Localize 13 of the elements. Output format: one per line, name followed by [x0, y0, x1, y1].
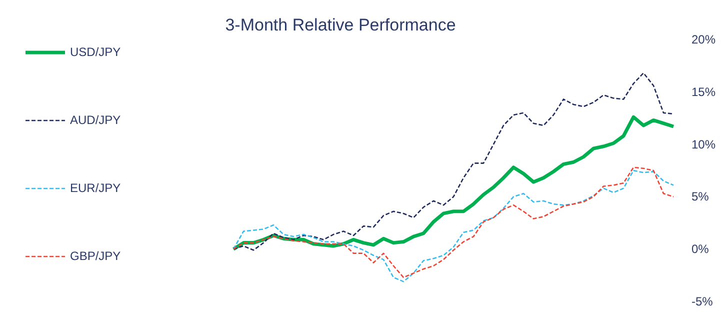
chart-title: 3-Month Relative Performance — [225, 16, 456, 34]
y-tick-label: 10% — [692, 137, 716, 152]
y-tick-label: 5% — [692, 190, 710, 204]
y-tick-label: 20% — [692, 32, 716, 46]
legend-label: AUD/JPY — [70, 113, 121, 127]
y-tick-label: 15% — [692, 84, 716, 99]
y-tick-label: 0% — [692, 242, 710, 256]
y-tick-label: -5% — [692, 294, 714, 308]
legend-label: USD/JPY — [70, 45, 121, 59]
legend-label: EUR/JPY — [70, 181, 121, 195]
line-series — [232, 115, 676, 251]
line-series — [232, 72, 674, 251]
legend-label: GBP/JPY — [70, 249, 121, 263]
